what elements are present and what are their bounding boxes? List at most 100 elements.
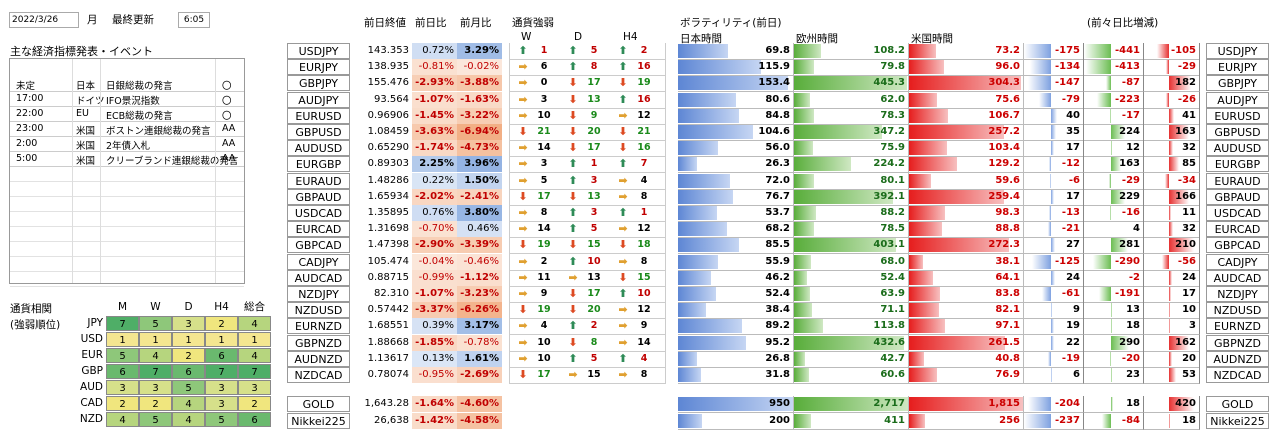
vol-us: 1,815 (909, 396, 1024, 413)
vol-europe: 347.2 (794, 124, 909, 141)
diff-europe-value: 18 (1126, 320, 1140, 331)
strength-arrow-icon: ➡ (618, 303, 628, 316)
strength-score: 9 (590, 110, 598, 121)
diff-us-bar (1169, 352, 1172, 366)
pair-name-right: EURAUD (1206, 173, 1269, 189)
strength-arrow-icon: ➡ (518, 319, 528, 332)
corr-cell: 7 (205, 364, 238, 379)
vol-europe-value: 392.1 (873, 191, 905, 202)
diff-tokyo-value: -6 (1068, 175, 1080, 186)
diff-europe-bar (1111, 368, 1113, 382)
event-name: 2年債入札 (106, 141, 151, 152)
diff-us: 3 (1144, 318, 1200, 335)
day-change: -3.37% (412, 302, 457, 318)
event-name: ボストン連銀総裁の発言 (106, 126, 211, 137)
vol-us-bar (909, 414, 926, 428)
diff-us: -29 (1144, 59, 1200, 76)
corr-cell: 4 (238, 316, 271, 331)
event-col-divider (72, 59, 73, 283)
diff-tokyo: 17 (1024, 189, 1084, 206)
vol-tokyo: 26.8 (678, 351, 794, 368)
strength-arrow-icon: ➡ (518, 352, 528, 365)
diff-europe-value: -20 (1121, 353, 1140, 364)
event-importance: AA (222, 123, 236, 134)
strength-arrow-icon: ⬆ (618, 93, 628, 106)
diff-us-bar (1169, 125, 1189, 139)
col-w: W (521, 31, 532, 43)
corr-cell: 1 (238, 332, 271, 347)
pair-name: EURUSD (287, 108, 350, 124)
strength-score: 3 (590, 207, 598, 218)
pair-name: EURNZD (287, 318, 350, 334)
strength-arrow-icon: ⬇ (568, 287, 578, 300)
vol-europe-bar (794, 93, 810, 107)
day-change: 0.13% (412, 351, 457, 367)
month-change: -1.63% (457, 92, 502, 108)
diff-europe: -84 (1084, 413, 1144, 430)
event-importance: 〇 (222, 96, 232, 107)
diff-tokyo-bar (1051, 125, 1057, 139)
corr-cell: 6 (172, 364, 205, 379)
prev-close: 1.88668 (367, 337, 409, 348)
vol-tokyo-value: 72.0 (765, 175, 790, 186)
vol-europe-bar (794, 60, 815, 74)
vol-tokyo-bar (678, 93, 736, 107)
diff-europe-value: 23 (1126, 369, 1140, 380)
strength-score: 15 (637, 272, 651, 283)
diff-us-value: -29 (1177, 61, 1196, 72)
pair-name: CADJPY (287, 254, 350, 270)
strength-score: 4 (540, 320, 548, 331)
vol-europe-value: 432.6 (873, 337, 905, 348)
day-change: -0.99% (412, 270, 457, 286)
strength-arrow-icon: ➡ (618, 368, 628, 381)
vol-tokyo-bar (678, 271, 712, 285)
diff-europe: 12 (1084, 140, 1144, 157)
day-change: 0.22% (412, 173, 457, 189)
diff-tokyo-bar (1028, 397, 1051, 411)
pair-name: AUDCAD (287, 270, 350, 286)
vol-tokyo-bar (678, 336, 747, 350)
vol-us-value: 73.2 (995, 45, 1020, 56)
strength-score: 1 (590, 158, 598, 169)
month-change: 0.46% (457, 221, 502, 237)
pair-name-right: GBPUSD (1206, 124, 1269, 140)
vol-tokyo: 95.2 (678, 335, 794, 352)
vol-europe-value: 347.2 (873, 126, 905, 137)
pair-name-right: EURNZD (1206, 318, 1269, 334)
month-change: 3.96% (457, 156, 502, 172)
vol-europe: 224.2 (794, 156, 909, 173)
corr-row-label: USD (80, 333, 103, 345)
diff-europe-value: -87 (1121, 77, 1140, 88)
strength-score: 2 (640, 45, 648, 56)
vol-europe-value: 113.8 (873, 320, 905, 331)
diff-tokyo-value: 19 (1066, 320, 1080, 331)
vol-us-value: 257.2 (988, 126, 1020, 137)
vol-tokyo-bar (678, 44, 729, 58)
vol-us-bar (909, 255, 923, 269)
diff-us-bar (1169, 336, 1189, 350)
strength-row (509, 124, 666, 141)
vol-us-bar (909, 271, 933, 285)
diff-tokyo-bar (1051, 190, 1054, 204)
corr-cell: 3 (205, 396, 238, 411)
corr-cell: 5 (106, 348, 139, 363)
diff-tokyo-value: 6 (1073, 369, 1080, 380)
strength-arrow-icon: ⬇ (568, 303, 578, 316)
vol-europe-bar (794, 255, 812, 269)
prev-close: 1.48286 (367, 175, 409, 186)
vol-us-bar (909, 287, 940, 301)
diff-us: 163 (1144, 124, 1200, 141)
diff-us: -34 (1144, 173, 1200, 190)
strength-arrow-icon: ⬇ (518, 238, 528, 251)
vol-us: 96.0 (909, 59, 1024, 76)
vol-europe-bar (794, 190, 894, 204)
corr-cell: 3 (205, 380, 238, 395)
diff-us-value: 163 (1175, 126, 1196, 137)
diff-europe-bar (1111, 190, 1126, 204)
month-change: -1.12% (457, 270, 502, 286)
strength-score: 13 (587, 272, 601, 283)
diff-us-bar (1165, 60, 1170, 74)
diff-europe-bar (1111, 125, 1125, 139)
strength-arrow-icon: ⬆ (568, 319, 578, 332)
strength-score: 0 (540, 77, 548, 88)
